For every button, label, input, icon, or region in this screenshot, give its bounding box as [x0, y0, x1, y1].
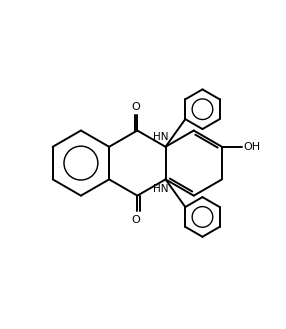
Text: O: O — [132, 102, 140, 112]
Text: HN: HN — [153, 132, 168, 142]
Text: HN: HN — [153, 184, 168, 194]
Text: O: O — [132, 215, 140, 225]
Text: OH: OH — [243, 142, 260, 152]
